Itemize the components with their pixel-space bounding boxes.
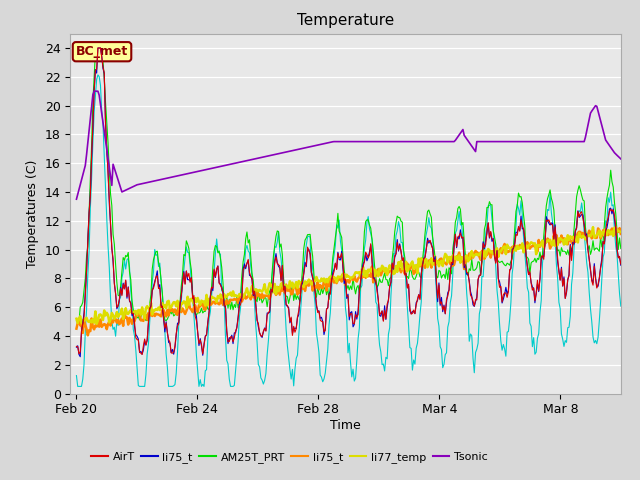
Title: Temperature: Temperature xyxy=(297,13,394,28)
X-axis label: Time: Time xyxy=(330,419,361,432)
Legend: NR01_PRT: NR01_PRT xyxy=(87,476,173,480)
Text: BC_met: BC_met xyxy=(76,45,128,58)
Y-axis label: Temperatures (C): Temperatures (C) xyxy=(26,159,39,268)
